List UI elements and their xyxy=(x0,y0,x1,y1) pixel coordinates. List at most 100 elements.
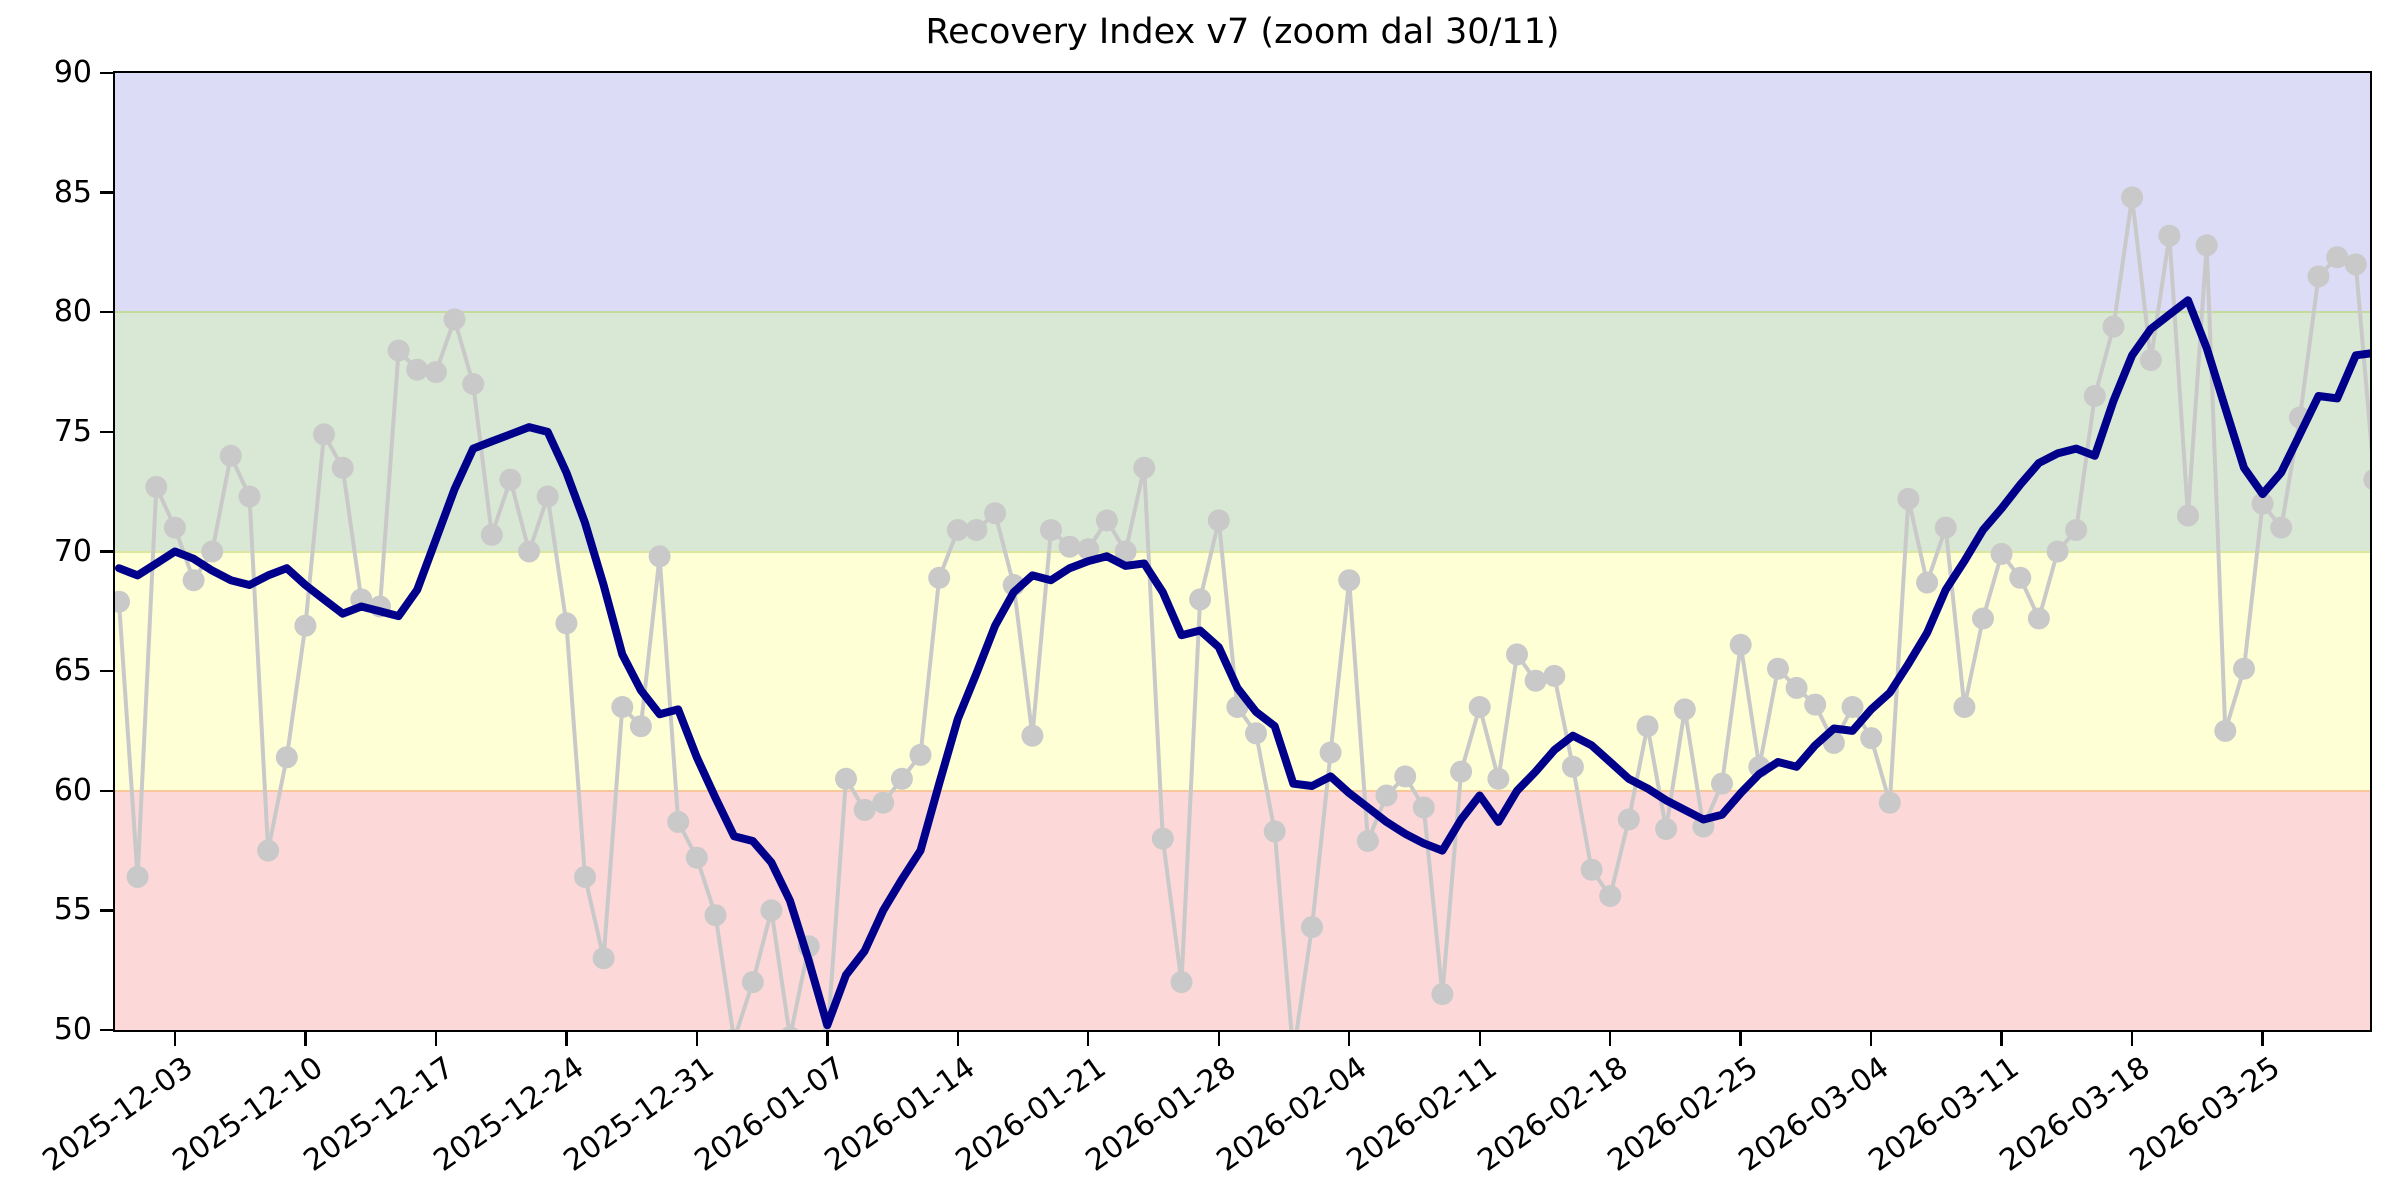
daily-index-point xyxy=(2326,246,2349,269)
daily-index-point xyxy=(331,456,354,479)
daily-index-point xyxy=(965,519,988,541)
daily-index-point xyxy=(1431,983,1454,1006)
daily-index-point xyxy=(1114,540,1137,563)
daily-index-point xyxy=(2344,253,2367,276)
daily-index-point xyxy=(2177,504,2199,527)
daily-index-point xyxy=(201,540,224,563)
daily-index-point xyxy=(313,423,335,446)
daily-index-point xyxy=(1207,509,1230,532)
daily-index-point xyxy=(1189,588,1212,611)
daily-index-point xyxy=(1841,696,1864,718)
daily-index-point xyxy=(1729,633,1752,656)
daily-index-point xyxy=(1021,724,1044,747)
y-tick xyxy=(100,789,114,792)
daily-index-point xyxy=(890,767,913,790)
daily-index-point xyxy=(1095,509,1118,532)
x-tick xyxy=(565,1032,568,1046)
band-60-70-edge-line xyxy=(115,550,2370,553)
daily-index-point xyxy=(821,1028,833,1030)
daily-index-point xyxy=(2139,349,2162,372)
daily-index-point xyxy=(2083,385,2106,407)
daily-index-point xyxy=(872,791,895,814)
daily-index-point xyxy=(1972,607,1994,630)
daily-index-point xyxy=(1412,796,1435,819)
x-tick xyxy=(1478,1032,1481,1046)
x-tick xyxy=(2130,1032,2134,1046)
daily-index-point xyxy=(704,904,727,927)
daily-index-point xyxy=(1860,727,1883,750)
x-tick xyxy=(2000,1032,2003,1046)
daily-index-point xyxy=(1916,571,1939,594)
daily-index-point xyxy=(1301,916,1323,939)
y-tick-label: 90 xyxy=(53,55,92,90)
daily-index-point xyxy=(2195,234,2218,257)
daily-index-point xyxy=(518,540,541,563)
daily-index-point xyxy=(629,715,652,738)
daily-index-point xyxy=(781,1026,799,1030)
daily-index-point xyxy=(2027,607,2050,630)
x-tick xyxy=(956,1032,959,1046)
daily-index-point xyxy=(536,485,559,508)
daily-index-point xyxy=(1133,456,1156,479)
plot-area xyxy=(115,73,2370,1030)
band-50-60 xyxy=(115,790,2370,1030)
daily-index-point xyxy=(1226,696,1249,718)
x-tick xyxy=(826,1032,829,1046)
daily-index-point xyxy=(406,358,429,381)
daily-index-point xyxy=(1580,858,1603,881)
daily-index-point xyxy=(115,590,130,613)
daily-index-point xyxy=(2158,224,2181,247)
daily-index-point xyxy=(387,339,410,362)
daily-index-point xyxy=(2046,540,2069,563)
daily-index-point xyxy=(741,971,764,994)
daily-index-point xyxy=(1394,765,1417,788)
daily-index-point xyxy=(238,485,261,508)
daily-index-point xyxy=(1655,818,1678,840)
band-60-70 xyxy=(115,551,2370,791)
daily-index-point xyxy=(667,810,690,833)
daily-index-point xyxy=(760,899,783,922)
x-tick xyxy=(695,1032,699,1046)
daily-index-point xyxy=(1617,808,1640,831)
daily-index-point xyxy=(1636,715,1659,738)
x-tick xyxy=(1348,1032,1351,1046)
y-tick xyxy=(100,1028,114,1032)
chart-title: Recovery Index v7 (zoom dal 30/11) xyxy=(925,12,1560,52)
daily-index-point xyxy=(928,566,951,589)
daily-index-point xyxy=(2214,719,2237,742)
y-tick xyxy=(100,311,114,314)
daily-index-point xyxy=(1673,698,1696,721)
daily-index-point xyxy=(1468,696,1491,718)
daily-index-point xyxy=(1711,772,1733,795)
daily-index-point xyxy=(728,1028,740,1030)
daily-index-point xyxy=(275,746,298,769)
daily-index-point xyxy=(1599,885,1622,907)
y-tick-label: 70 xyxy=(53,533,92,569)
band-70-80-edge-line xyxy=(115,311,2370,314)
daily-index-point xyxy=(424,361,447,384)
daily-index-point xyxy=(1040,519,1062,541)
x-tick xyxy=(2261,1032,2264,1046)
daily-index-point xyxy=(1375,784,1398,807)
daily-index-point xyxy=(611,696,634,718)
x-tick xyxy=(304,1032,307,1046)
daily-index-point xyxy=(909,743,932,766)
daily-index-point xyxy=(1878,791,1901,814)
daily-index-point xyxy=(1356,830,1379,852)
y-tick xyxy=(100,430,114,434)
daily-index-point xyxy=(2102,315,2125,338)
daily-index-point xyxy=(1058,535,1081,558)
daily-index-point xyxy=(1151,827,1174,850)
x-tick xyxy=(1087,1032,1090,1046)
daily-index-point xyxy=(2363,469,2370,490)
daily-index-point xyxy=(1245,722,1267,745)
daily-index-point xyxy=(2009,566,2032,589)
daily-index-point xyxy=(163,516,186,539)
band-80-90 xyxy=(115,73,2370,313)
recovery-index-ma7-line xyxy=(115,296,2370,1030)
daily-index-point xyxy=(946,519,969,541)
daily-index-point xyxy=(1170,971,1193,994)
daily-index-point xyxy=(2233,657,2255,680)
y-tick-label: 75 xyxy=(53,413,92,449)
y-tick-label: 50 xyxy=(53,1012,92,1047)
